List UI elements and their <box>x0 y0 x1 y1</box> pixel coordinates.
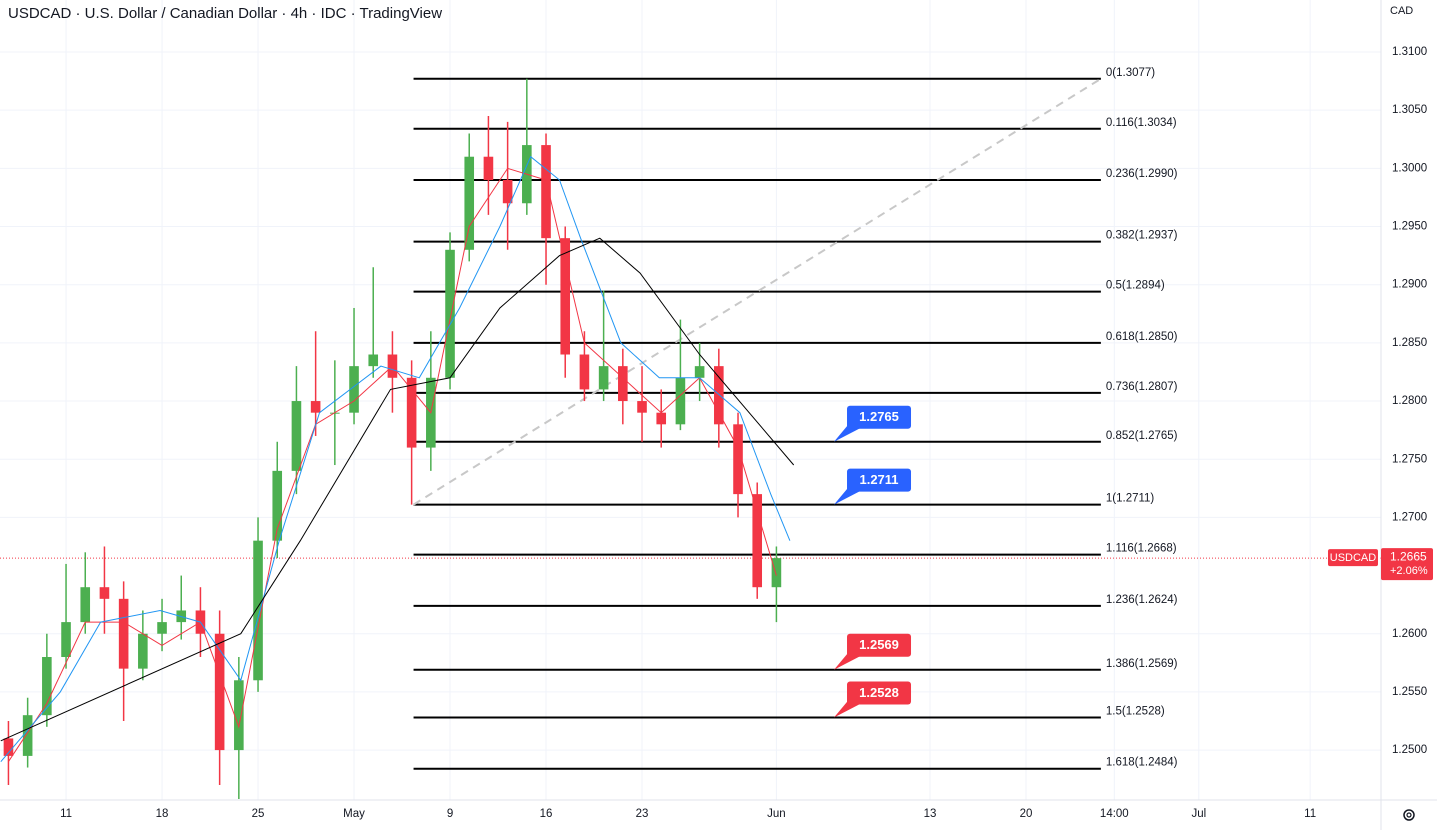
change-label: +2.06% <box>1390 565 1428 577</box>
candle-body <box>349 366 359 413</box>
candle-body <box>80 587 91 623</box>
fib-level-label: 0.116(1.3034) <box>1106 117 1177 129</box>
candle-body <box>752 494 763 588</box>
plot <box>0 77 1381 799</box>
y-tick-label: 1.2600 <box>1392 628 1427 640</box>
price-label: 1.2665 <box>1390 549 1427 563</box>
fib-level-label: 0.852(1.2765) <box>1106 430 1178 442</box>
currency-label: CAD <box>1390 5 1413 17</box>
callout-label: 1.2765 <box>859 409 899 424</box>
fib-level-label: 0.618(1.2850) <box>1106 331 1178 343</box>
candle-body <box>541 145 551 239</box>
fib-level-label: 0.736(1.2807) <box>1106 381 1178 393</box>
y-tick-label: 1.2550 <box>1392 686 1427 698</box>
candle-body <box>656 412 667 425</box>
candle-body <box>234 680 244 751</box>
y-tick-label: 1.3000 <box>1392 162 1427 174</box>
candle-body <box>733 424 743 495</box>
candle-body <box>502 179 513 204</box>
candle-body <box>579 354 590 390</box>
chart-title: USDCAD · U.S. Dollar / Canadian Dollar ·… <box>8 5 442 22</box>
candle-body <box>214 633 225 751</box>
x-tick-label: 16 <box>540 808 553 820</box>
candle-body <box>138 633 148 669</box>
fib-level-label: 0(1.3077) <box>1106 67 1155 79</box>
candle-body <box>771 558 782 588</box>
y-tick-label: 1.2750 <box>1392 453 1427 465</box>
candle-body <box>464 156 475 250</box>
candle-body <box>618 366 628 402</box>
y-tick-label: 1.2800 <box>1392 395 1427 407</box>
callout-box <box>847 468 912 492</box>
candle-body <box>637 401 647 413</box>
callout-label: 1.2528 <box>859 685 899 700</box>
x-tick-label: Jun <box>767 808 786 820</box>
symbol-badge <box>1328 549 1378 567</box>
candle-body <box>694 366 705 378</box>
settings-icon[interactable] <box>1403 809 1415 821</box>
candle-body <box>3 738 14 756</box>
fib-level-label: 1.116(1.2668) <box>1106 543 1177 555</box>
candle-body <box>406 377 417 448</box>
callout-box <box>847 633 912 657</box>
candle-body <box>445 249 455 378</box>
candle-body <box>714 366 724 425</box>
moving-average <box>0 155 791 763</box>
y-tick-label: 1.2500 <box>1392 744 1427 756</box>
candle-body <box>675 377 686 425</box>
fib-level-label: 1.386(1.2569) <box>1106 658 1178 670</box>
fib-level-label: 0.236(1.2990) <box>1106 168 1178 180</box>
candle-body <box>368 354 379 367</box>
candle-body <box>99 587 110 599</box>
trend-line <box>413 77 1102 506</box>
candle-body <box>560 238 571 355</box>
candle-body <box>157 622 167 634</box>
x-tick-label: 25 <box>252 808 265 820</box>
callout-box <box>847 681 912 705</box>
candle-body <box>42 657 52 716</box>
callout-box <box>847 405 912 429</box>
x-tick-label: 11 <box>1304 808 1316 820</box>
y-tick-label: 1.3050 <box>1392 104 1427 116</box>
price-badge <box>1381 548 1433 581</box>
fib-level-label: 0.382(1.2937) <box>1106 230 1178 242</box>
callout-label: 1.2711 <box>859 472 898 487</box>
fib-level-label: 1(1.2711) <box>1106 493 1155 505</box>
x-tick-label: 13 <box>924 808 937 820</box>
moving-average <box>0 237 795 742</box>
y-tick-label: 1.2950 <box>1392 221 1427 233</box>
candle-body <box>483 156 494 180</box>
symbol-label: USDCAD <box>1330 552 1377 564</box>
fib-level-label: 0.5(1.2894) <box>1106 280 1165 292</box>
y-tick-label: 1.3100 <box>1392 46 1427 58</box>
x-tick-label: 18 <box>156 808 169 820</box>
candle-body <box>61 622 71 658</box>
fib-level-label: 1.5(1.2528) <box>1106 706 1165 718</box>
y-tick-label: 1.2850 <box>1392 337 1427 349</box>
candle-body <box>310 401 321 413</box>
y-tick-label: 1.2900 <box>1392 279 1427 291</box>
callout-label: 1.2569 <box>859 637 899 652</box>
grid <box>0 0 1381 800</box>
candle-body <box>598 366 609 390</box>
y-tick-label: 1.2700 <box>1392 511 1427 523</box>
x-tick-label: 9 <box>447 808 453 820</box>
candle-body <box>253 540 263 681</box>
x-tick-label: 23 <box>636 808 649 820</box>
moving-average <box>7 167 777 762</box>
x-tick-label: May <box>343 808 365 820</box>
x-tick-label: 14:00 <box>1100 808 1129 820</box>
x-tick-label: 20 <box>1020 808 1033 820</box>
x-tick-label: 11 <box>60 808 72 820</box>
x-tick-label: Jul <box>1191 808 1206 820</box>
fib-level-label: 1.618(1.2484) <box>1106 757 1178 769</box>
candle-body <box>291 401 302 471</box>
candle-body <box>272 470 283 541</box>
candle-body <box>22 715 33 756</box>
fib-level-label: 1.236(1.2624) <box>1106 594 1178 606</box>
candle-body <box>118 598 129 669</box>
